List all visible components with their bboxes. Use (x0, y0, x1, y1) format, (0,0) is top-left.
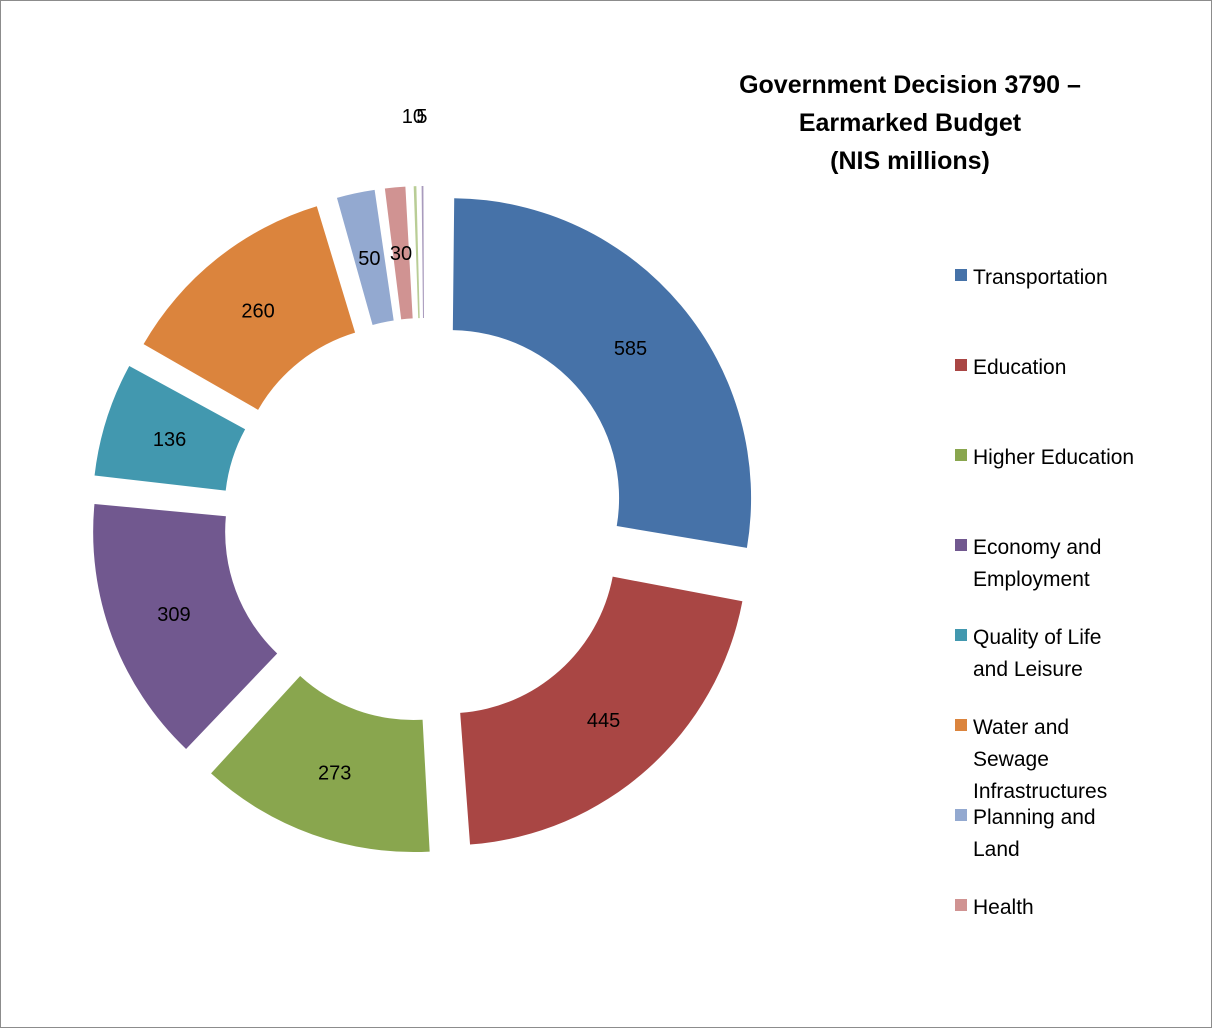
slice-health (384, 186, 413, 320)
legend-swatch (955, 449, 967, 461)
slice-education (460, 576, 743, 845)
legend-swatch (955, 539, 967, 551)
legend-swatch (955, 629, 967, 641)
chart-title-line-2: Earmarked Budget (798, 109, 1022, 137)
legend-swatch (955, 719, 967, 731)
legend-label: Education (973, 356, 1067, 379)
legend-label: Planning and Land (973, 806, 1096, 861)
chart-title-line-1: Government Decision 3790 – (739, 71, 1081, 99)
legend-swatch (955, 899, 967, 911)
slice-quality-of-life-and-leisure (94, 365, 246, 491)
data-label-5: 5 (416, 106, 427, 128)
legend-label: Water and Sewage Infrastructures (973, 716, 1108, 803)
data-label-445: 445 (587, 710, 620, 732)
slice-value-5 (421, 186, 424, 319)
data-label-30: 30 (390, 243, 412, 265)
slice-water-and-sewage-infrastructures (143, 206, 356, 410)
data-label-260: 260 (241, 300, 274, 322)
data-label-50: 50 (358, 248, 380, 270)
slice-transportation (452, 198, 752, 548)
legend-label: Health (973, 896, 1034, 919)
legend-label: Higher Education (973, 446, 1135, 469)
data-label-585: 585 (614, 338, 647, 360)
legend-label: Economy and Employment (973, 536, 1102, 591)
data-label-10: 10 (402, 106, 424, 128)
legend-swatch (955, 269, 967, 281)
data-label-273: 273 (318, 762, 351, 784)
slice-higher-education (211, 675, 430, 853)
legend-label: Quality of Life and Leisure (973, 626, 1102, 681)
slice-value-10 (413, 186, 420, 319)
legend-swatch (955, 809, 967, 821)
legend-swatch (955, 359, 967, 371)
legend-label: Transportation (973, 266, 1108, 289)
chart-title: Government Decision 3790 – Earmarked Bud… (690, 66, 1130, 180)
data-label-309: 309 (157, 604, 190, 626)
slice-economy-and-employment (93, 503, 278, 749)
data-label-136: 136 (153, 429, 186, 451)
slice-planning-and-land (336, 189, 394, 325)
chart-title-line-3: (NIS millions) (830, 147, 990, 175)
